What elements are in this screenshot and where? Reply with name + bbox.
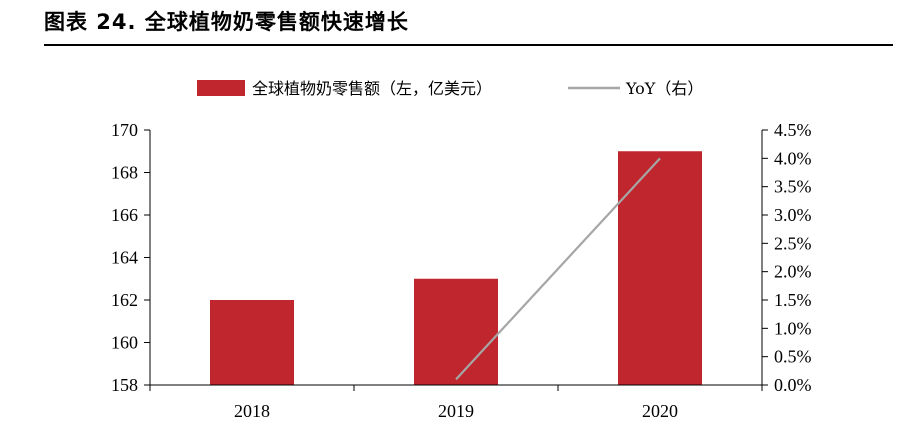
left-tick-label: 166 bbox=[111, 205, 138, 225]
legend-bar-swatch bbox=[197, 80, 245, 96]
bar bbox=[618, 151, 702, 385]
left-tick-label: 160 bbox=[111, 333, 138, 353]
x-tick-label: 2018 bbox=[234, 401, 270, 421]
bar bbox=[414, 278, 498, 385]
legend-bar-label: 全球植物奶零售额（左，亿美元） bbox=[252, 79, 492, 98]
right-tick-label: 3.5% bbox=[774, 177, 812, 197]
right-tick-label: 4.0% bbox=[774, 148, 812, 168]
bar bbox=[210, 300, 294, 385]
left-tick-label: 168 bbox=[111, 163, 138, 183]
right-tick-label: 2.0% bbox=[774, 262, 812, 282]
title-rule bbox=[44, 44, 893, 46]
right-tick-label: 0.5% bbox=[774, 347, 812, 367]
x-tick-label: 2019 bbox=[438, 401, 474, 421]
right-tick-label: 3.0% bbox=[774, 205, 812, 225]
right-tick-label: 1.0% bbox=[774, 318, 812, 338]
left-tick-label: 164 bbox=[111, 248, 138, 268]
right-tick-label: 4.5% bbox=[774, 120, 812, 140]
right-tick-label: 1.5% bbox=[774, 290, 812, 310]
yoy-line bbox=[455, 157, 661, 381]
left-tick-label: 170 bbox=[111, 120, 138, 140]
left-tick-label: 158 bbox=[111, 375, 138, 395]
right-tick-label: 2.5% bbox=[774, 233, 812, 253]
left-tick-label: 162 bbox=[111, 290, 138, 310]
right-tick-label: 0.0% bbox=[774, 375, 812, 395]
legend-line-label: YoY（右） bbox=[625, 79, 703, 98]
figure-title: 图表 24. 全球植物奶零售额快速增长 bbox=[44, 10, 409, 34]
x-tick-label: 2020 bbox=[642, 401, 678, 421]
